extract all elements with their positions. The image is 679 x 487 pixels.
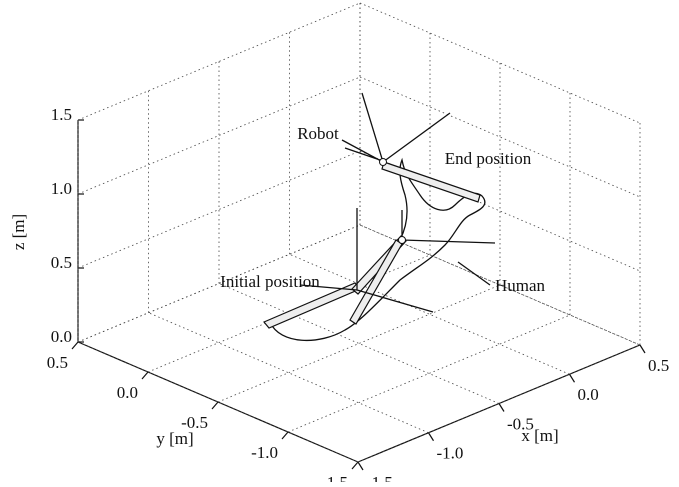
x-tick-label: 0.0 (578, 385, 599, 404)
x-tick (357, 461, 364, 471)
z-tick-label: 0.0 (51, 327, 72, 346)
annotation: Human (495, 276, 546, 295)
z-tick-label: 1.0 (51, 179, 72, 198)
grid-line (148, 312, 429, 434)
annotation: Robot (297, 124, 339, 143)
y-tick (351, 461, 359, 470)
grid-line (357, 344, 641, 463)
robot-link (381, 161, 481, 203)
y-tick-label: -1.5 (321, 473, 348, 482)
y-tick (211, 401, 219, 410)
y-tick (71, 341, 79, 350)
x-tick (568, 373, 576, 383)
x-tick (498, 403, 505, 412)
x-axis-label: x [m] (521, 426, 558, 445)
grid-line (218, 283, 500, 404)
robot-joint (398, 236, 406, 244)
robot-and-human-sketch (263, 92, 496, 341)
x-tick-label: -1.5 (366, 473, 393, 482)
grid-line (217, 284, 501, 403)
y-tick (281, 431, 289, 440)
grid-line (359, 224, 641, 346)
x-tick-label: 0.5 (648, 356, 669, 375)
annotation: End position (445, 149, 532, 168)
grid-line (77, 150, 361, 269)
robot-joint (379, 158, 387, 166)
grid-line (77, 76, 361, 195)
grid-line (289, 253, 570, 375)
z-tick-label: 0.5 (51, 253, 72, 272)
grid-line (77, 2, 361, 121)
grid-line (359, 224, 641, 346)
frame-axis (299, 92, 496, 313)
x-tick-label: -0.5 (507, 414, 534, 433)
grid-line (147, 254, 431, 373)
z-tick-label: 1.5 (51, 105, 72, 124)
y-tick-label: -0.5 (181, 413, 208, 432)
y-tick-label: 0.0 (117, 383, 138, 402)
y-tick (141, 371, 149, 380)
grid-line (359, 2, 641, 124)
z-axis-label: z [m] (9, 214, 28, 250)
x-tick (639, 344, 646, 354)
grid-line (77, 224, 361, 343)
grid-line (359, 76, 641, 198)
y-tick-label: 0.5 (47, 353, 68, 372)
y-axis-label: y [m] (156, 429, 193, 448)
annotation: Initial position (220, 272, 320, 291)
grid-line (287, 314, 571, 433)
y-tick-label: -1.0 (251, 443, 278, 462)
x-tick-label: -1.0 (437, 444, 464, 463)
x-tick (427, 432, 435, 442)
grid-line (77, 341, 359, 463)
